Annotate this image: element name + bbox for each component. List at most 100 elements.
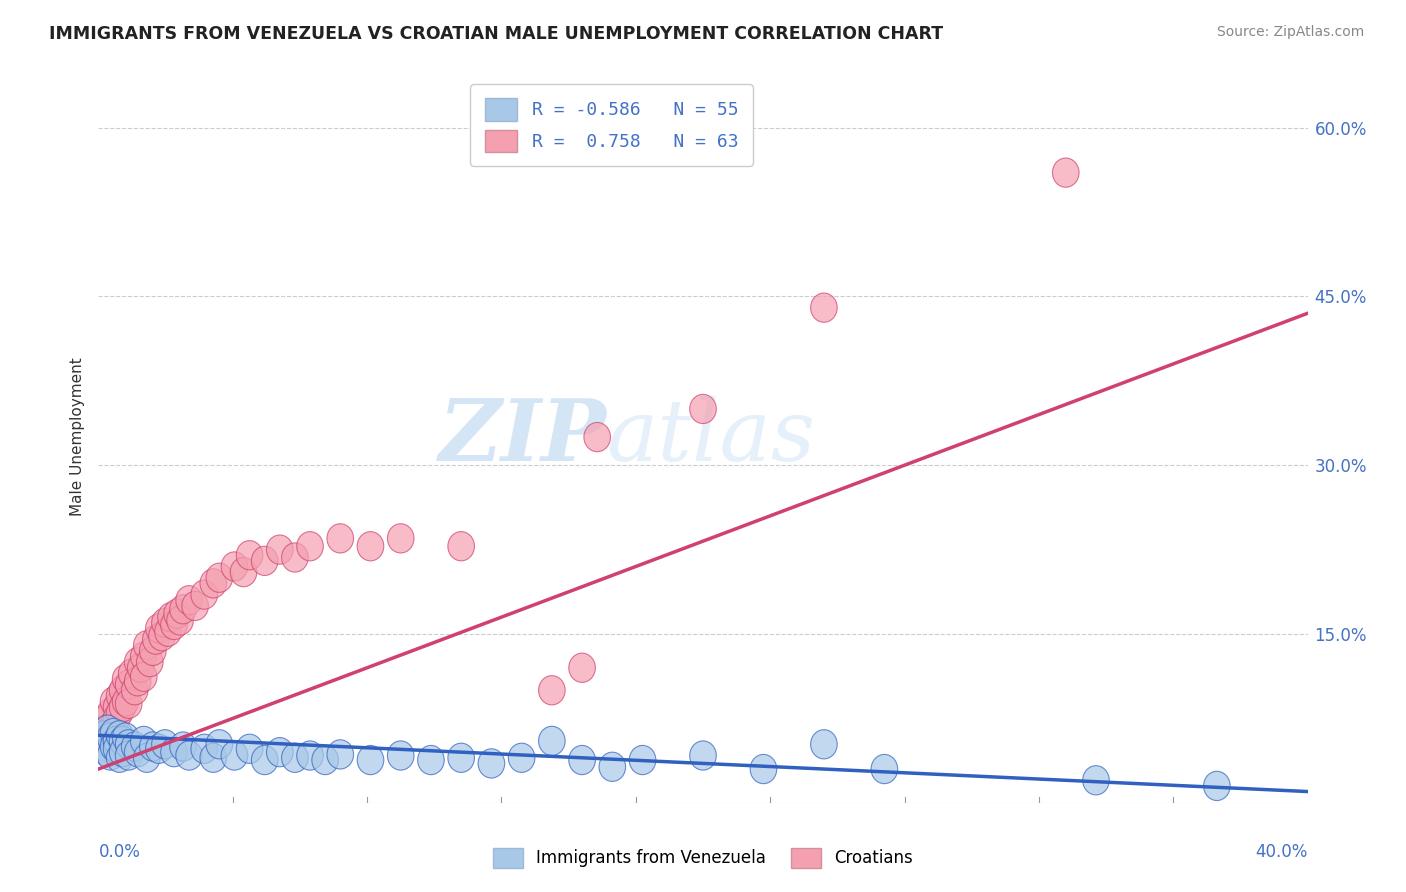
Ellipse shape xyxy=(131,642,157,671)
Ellipse shape xyxy=(139,732,166,761)
Text: IMMIGRANTS FROM VENEZUELA VS CROATIAN MALE UNEMPLOYMENT CORRELATION CHART: IMMIGRANTS FROM VENEZUELA VS CROATIAN MA… xyxy=(49,25,943,43)
Ellipse shape xyxy=(107,721,134,750)
Ellipse shape xyxy=(112,665,139,694)
Ellipse shape xyxy=(690,394,716,424)
Ellipse shape xyxy=(569,746,595,774)
Ellipse shape xyxy=(157,602,184,632)
Ellipse shape xyxy=(281,743,308,772)
Ellipse shape xyxy=(146,734,172,764)
Ellipse shape xyxy=(124,666,150,696)
Ellipse shape xyxy=(134,631,160,660)
Ellipse shape xyxy=(449,532,474,561)
Ellipse shape xyxy=(110,692,136,722)
Ellipse shape xyxy=(94,721,121,750)
Ellipse shape xyxy=(124,738,150,767)
Ellipse shape xyxy=(207,730,232,759)
Ellipse shape xyxy=(811,293,837,322)
Ellipse shape xyxy=(115,690,142,718)
Ellipse shape xyxy=(131,662,157,691)
Ellipse shape xyxy=(297,741,323,770)
Ellipse shape xyxy=(281,543,308,572)
Text: 40.0%: 40.0% xyxy=(1256,843,1308,861)
Ellipse shape xyxy=(121,675,148,705)
Ellipse shape xyxy=(449,743,474,772)
Ellipse shape xyxy=(357,532,384,561)
Ellipse shape xyxy=(134,743,160,772)
Ellipse shape xyxy=(89,726,115,756)
Ellipse shape xyxy=(751,755,776,784)
Ellipse shape xyxy=(128,653,155,682)
Ellipse shape xyxy=(252,546,278,575)
Ellipse shape xyxy=(170,732,197,761)
Text: 0.0%: 0.0% xyxy=(98,843,141,861)
Ellipse shape xyxy=(357,746,384,774)
Ellipse shape xyxy=(121,732,148,761)
Ellipse shape xyxy=(200,743,226,772)
Ellipse shape xyxy=(139,636,166,665)
Ellipse shape xyxy=(91,715,118,744)
Ellipse shape xyxy=(118,659,145,688)
Ellipse shape xyxy=(176,586,202,615)
Ellipse shape xyxy=(167,606,194,635)
Ellipse shape xyxy=(297,532,323,561)
Ellipse shape xyxy=(100,732,127,761)
Ellipse shape xyxy=(191,734,218,764)
Ellipse shape xyxy=(538,675,565,705)
Ellipse shape xyxy=(110,726,136,756)
Ellipse shape xyxy=(160,610,187,640)
Ellipse shape xyxy=(97,723,124,752)
Ellipse shape xyxy=(155,617,181,647)
Ellipse shape xyxy=(328,524,353,553)
Text: atlas: atlas xyxy=(606,396,815,478)
Ellipse shape xyxy=(136,648,163,677)
Ellipse shape xyxy=(97,698,124,727)
Ellipse shape xyxy=(207,563,232,592)
Ellipse shape xyxy=(115,730,142,759)
Ellipse shape xyxy=(89,726,115,756)
Ellipse shape xyxy=(569,653,595,682)
Text: Source: ZipAtlas.com: Source: ZipAtlas.com xyxy=(1216,25,1364,39)
Ellipse shape xyxy=(181,591,208,621)
Ellipse shape xyxy=(267,738,292,767)
Ellipse shape xyxy=(100,718,127,747)
Ellipse shape xyxy=(1204,772,1230,800)
Y-axis label: Male Unemployment: Male Unemployment xyxy=(69,358,84,516)
Ellipse shape xyxy=(478,748,505,778)
Ellipse shape xyxy=(811,730,837,759)
Ellipse shape xyxy=(124,648,150,677)
Ellipse shape xyxy=(418,746,444,774)
Ellipse shape xyxy=(221,741,247,770)
Ellipse shape xyxy=(1083,765,1109,795)
Ellipse shape xyxy=(312,746,339,774)
Ellipse shape xyxy=(236,734,263,764)
Ellipse shape xyxy=(103,734,129,764)
Ellipse shape xyxy=(872,755,897,784)
Ellipse shape xyxy=(236,541,263,570)
Ellipse shape xyxy=(103,692,129,722)
Ellipse shape xyxy=(170,595,197,624)
Ellipse shape xyxy=(107,698,134,727)
Ellipse shape xyxy=(267,535,292,565)
Ellipse shape xyxy=(221,552,247,581)
Ellipse shape xyxy=(231,558,257,587)
Ellipse shape xyxy=(97,715,124,744)
Ellipse shape xyxy=(107,681,134,711)
Ellipse shape xyxy=(388,741,413,770)
Ellipse shape xyxy=(110,675,136,705)
Ellipse shape xyxy=(94,704,121,733)
Ellipse shape xyxy=(252,746,278,774)
Ellipse shape xyxy=(599,752,626,781)
Ellipse shape xyxy=(630,746,655,774)
Ellipse shape xyxy=(176,741,202,770)
Ellipse shape xyxy=(97,741,124,770)
Legend: R = -0.586   N = 55, R =  0.758   N = 63: R = -0.586 N = 55, R = 0.758 N = 63 xyxy=(470,84,752,166)
Ellipse shape xyxy=(103,726,129,756)
Ellipse shape xyxy=(112,723,139,752)
Ellipse shape xyxy=(146,614,172,643)
Ellipse shape xyxy=(103,704,129,733)
Text: ZIP: ZIP xyxy=(439,395,606,479)
Ellipse shape xyxy=(115,741,142,770)
Ellipse shape xyxy=(149,622,176,651)
Ellipse shape xyxy=(91,721,118,750)
Ellipse shape xyxy=(142,625,169,654)
